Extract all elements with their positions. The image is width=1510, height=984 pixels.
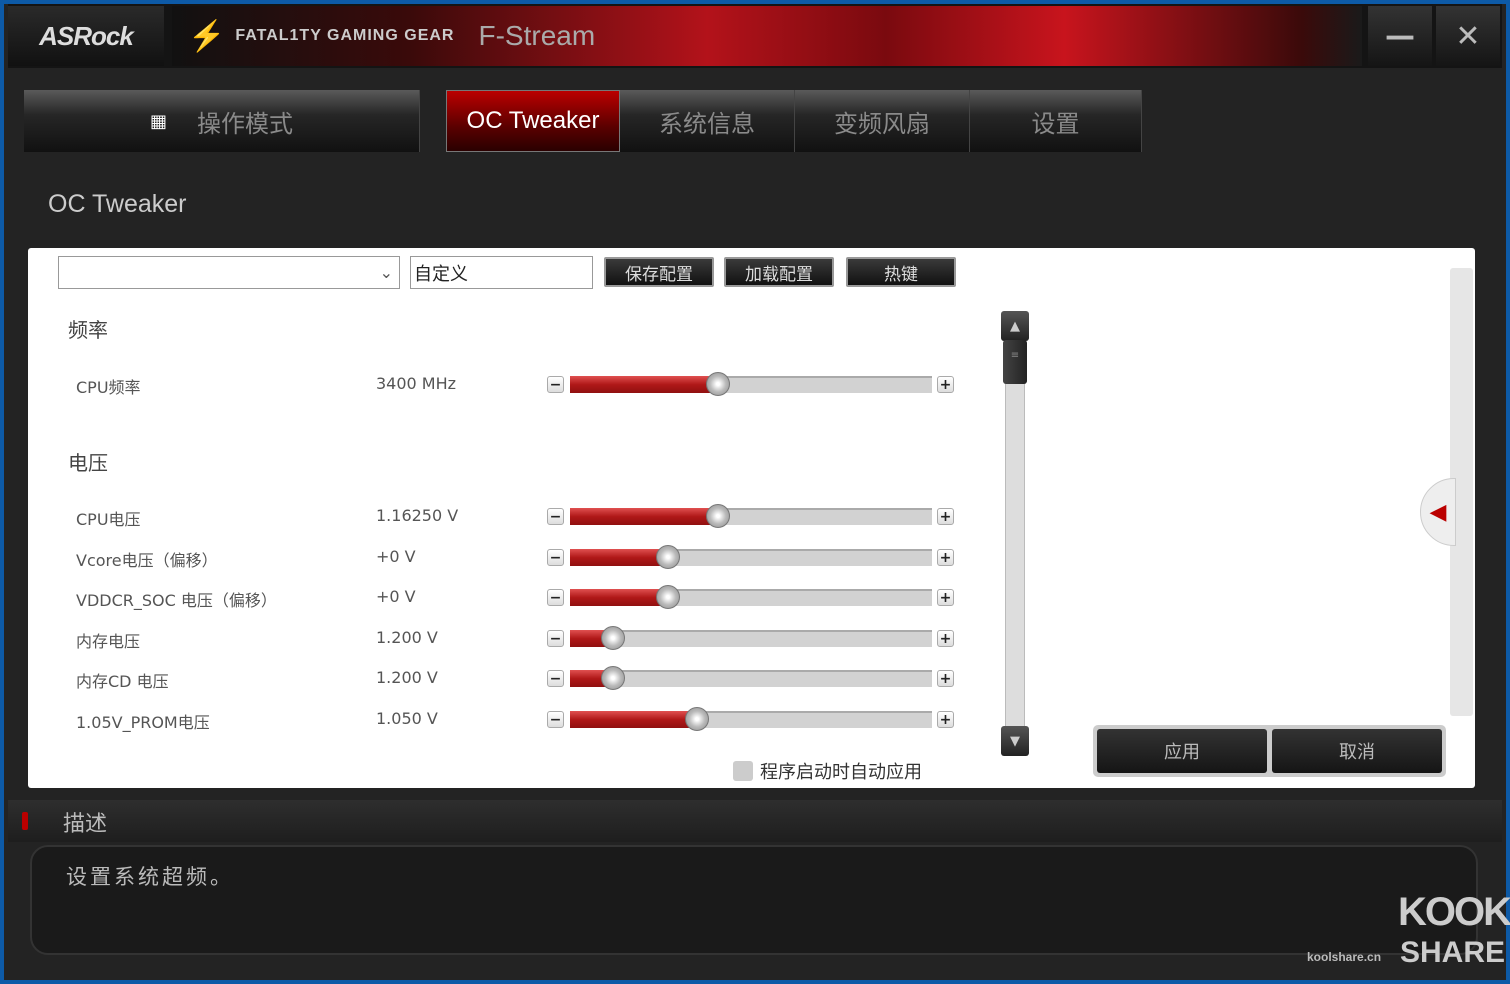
profile-name-input[interactable]: 自定义 — [410, 256, 593, 289]
setting-value: 1.200 V — [376, 668, 438, 687]
decrease-button[interactable]: − — [547, 589, 564, 606]
setting-value: +0 V — [376, 547, 416, 566]
setting-slider[interactable] — [570, 666, 932, 690]
decrease-button[interactable]: − — [547, 508, 564, 525]
banner: ⚡ FATAL1TY GAMING GEAR F-Stream — [172, 6, 1362, 66]
slider-fill — [570, 711, 697, 728]
scrollbar-track[interactable] — [1005, 340, 1025, 740]
watermark-site: koolshare.cn — [1307, 950, 1382, 964]
watermark-logo-share: SHARE — [1400, 936, 1506, 969]
slider-fill — [570, 376, 719, 393]
description-box — [30, 845, 1478, 955]
setting-slider[interactable] — [570, 585, 932, 609]
increase-button[interactable]: + — [937, 508, 954, 525]
setting-label: 内存CD 电压 — [76, 672, 169, 691]
tab-settings[interactable]: 设置 — [970, 90, 1142, 152]
setting-value: 3400 MHz — [376, 374, 457, 393]
app-name: F-Stream — [478, 20, 596, 51]
side-panel-strip — [1450, 268, 1473, 716]
auto-apply-checkbox[interactable] — [733, 761, 753, 781]
setting-slider[interactable] — [570, 545, 932, 569]
decrease-button[interactable]: − — [547, 376, 564, 393]
increase-button[interactable]: + — [937, 376, 954, 393]
tab-oc-tweaker[interactable]: OC Tweaker — [446, 90, 620, 152]
mode-label: 操作模式 — [197, 109, 293, 138]
minimize-button[interactable]: — — [1368, 6, 1432, 66]
hotkey-button[interactable]: 热键 — [846, 257, 956, 287]
increase-button[interactable]: + — [937, 711, 954, 728]
slider-thumb[interactable] — [601, 666, 626, 690]
auto-apply-label: 程序启动时自动应用 — [760, 762, 922, 783]
slider-thumb[interactable] — [655, 545, 680, 569]
grid-icon: ▦ — [149, 110, 167, 132]
slider-thumb[interactable] — [601, 626, 626, 650]
setting-value: 1.050 V — [376, 709, 438, 728]
decrease-button[interactable]: − — [547, 711, 564, 728]
slider-fill — [570, 508, 719, 525]
scroll-down-button[interactable]: ▼ — [1001, 726, 1029, 756]
increase-button[interactable]: + — [937, 630, 954, 647]
setting-label: 1.05V_PROM电压 — [76, 713, 210, 732]
asrock-logo: ASRock — [8, 6, 164, 66]
slider-fill — [570, 589, 668, 606]
setting-slider[interactable] — [570, 626, 932, 650]
scrollbar-thumb[interactable]: ≡ — [1003, 340, 1027, 384]
decrease-button[interactable]: − — [547, 630, 564, 647]
section-voltage: 电压 — [68, 451, 108, 475]
action-group: 应用 取消 — [1093, 725, 1446, 777]
slider-thumb[interactable] — [706, 372, 731, 396]
section-frequency: 频率 — [68, 318, 108, 342]
load-profile-button[interactable]: 加载配置 — [724, 257, 834, 287]
watermark-logo: KOOK — [1398, 890, 1510, 934]
slider-thumb[interactable] — [684, 707, 709, 731]
decrease-button[interactable]: − — [547, 549, 564, 566]
close-button[interactable]: ✕ — [1436, 6, 1500, 66]
setting-label: CPU电压 — [76, 510, 141, 529]
decrease-button[interactable]: − — [547, 670, 564, 687]
increase-button[interactable]: + — [937, 670, 954, 687]
apply-button[interactable]: 应用 — [1097, 729, 1267, 773]
slider-fill — [570, 549, 668, 566]
increase-button[interactable]: + — [937, 549, 954, 566]
save-profile-button[interactable]: 保存配置 — [604, 257, 714, 287]
slider-thumb[interactable] — [655, 585, 680, 609]
description-marker — [22, 812, 28, 830]
setting-label: Vcore电压（偏移） — [76, 551, 218, 570]
description-title: 描述 — [63, 812, 108, 837]
fatal1ty-logo: FATAL1TY GAMING GEAR — [235, 27, 455, 44]
description-text: 设置系统超频。 — [66, 865, 234, 889]
mode-button[interactable]: ▦ 操作模式 — [24, 90, 420, 152]
description-header — [8, 800, 1502, 842]
chevron-down-icon: ⌄ — [379, 263, 393, 282]
setting-value: 1.200 V — [376, 628, 438, 647]
tab-fan[interactable]: 变频风扇 — [795, 90, 970, 152]
setting-slider[interactable] — [570, 504, 932, 528]
setting-slider[interactable] — [570, 707, 932, 731]
setting-slider[interactable] — [570, 372, 932, 396]
profile-select[interactable]: ⌄ — [58, 256, 400, 289]
setting-label: CPU频率 — [76, 378, 141, 397]
tab-system-info[interactable]: 系统信息 — [620, 90, 795, 152]
cancel-button[interactable]: 取消 — [1272, 729, 1442, 773]
increase-button[interactable]: + — [937, 589, 954, 606]
slider-thumb[interactable] — [706, 504, 731, 528]
setting-value: 1.16250 V — [376, 506, 459, 525]
setting-value: +0 V — [376, 587, 416, 606]
fatal1ty-icon: ⚡ — [188, 19, 226, 53]
setting-label: 内存电压 — [76, 632, 141, 651]
setting-label: VDDCR_SOC 电压（偏移） — [76, 591, 277, 610]
page-title: OC Tweaker — [48, 190, 187, 218]
scroll-up-button[interactable]: ▲ — [1001, 311, 1029, 341]
